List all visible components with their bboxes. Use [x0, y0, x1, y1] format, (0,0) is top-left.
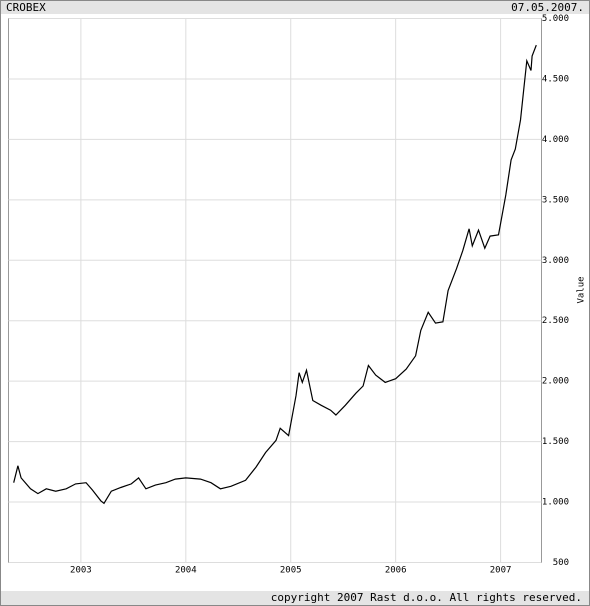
x-tick-label: 2004 — [175, 566, 197, 576]
y-tick-label: 500 — [553, 558, 569, 568]
x-tick-label: 2005 — [280, 566, 302, 576]
y-tick-label: 4.000 — [542, 135, 569, 145]
y-axis-label: Value — [577, 276, 587, 303]
y-tick-label: 2.000 — [542, 377, 569, 387]
date-label: 07.05.2007. — [511, 1, 584, 14]
y-tick-label: 2.500 — [542, 316, 569, 326]
x-tick-label: 2007 — [490, 566, 512, 576]
header-bar — [1, 1, 589, 14]
x-tick-label: 2006 — [385, 566, 407, 576]
y-tick-label: 5.000 — [542, 14, 569, 24]
x-tick-label: 2003 — [70, 566, 92, 576]
copyright: copyright 2007 Rast d.o.o. All rights re… — [271, 591, 582, 604]
y-tick-label: 4.500 — [542, 74, 569, 84]
y-tick-label: 3.500 — [542, 195, 569, 205]
line — [13, 44, 537, 505]
y-tick-label: 1.500 — [542, 437, 569, 447]
y-tick-label: 3.000 — [542, 256, 569, 266]
y-tick-label: 1.000 — [542, 498, 569, 508]
chart-title: CROBEX — [6, 1, 46, 14]
footer-bar — [1, 591, 589, 605]
